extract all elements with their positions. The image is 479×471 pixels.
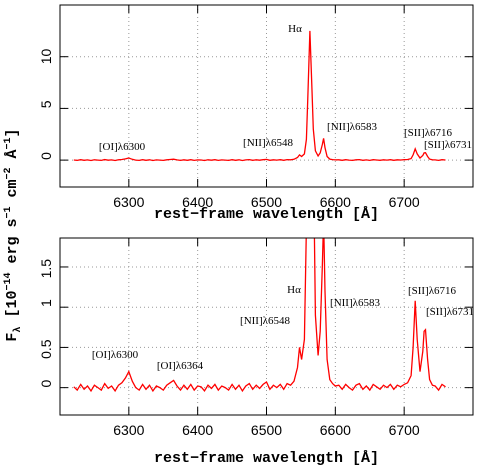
x-tick-label: 6700	[389, 194, 420, 210]
annotation: [NII]λ6548	[243, 137, 293, 149]
y-axis-label: Fλ [10−14 erg s−1 cm−2 Å−1]	[3, 128, 24, 341]
y-tick-label: 0.5	[38, 339, 54, 359]
y-label-part: F	[4, 333, 21, 342]
x-axis-label: rest−frame wavelength [Å]	[154, 206, 379, 223]
annotation: [NII]λ6583	[327, 121, 377, 133]
x-tick-label: 6400	[182, 422, 213, 438]
spectrum-line	[73, 30, 446, 162]
plot-frame	[59, 4, 474, 188]
y-tick-label: 1.5	[38, 259, 54, 279]
y-tick-label: 0	[38, 152, 54, 160]
y-label-part: −1	[3, 137, 14, 149]
y-label-part: cm	[4, 179, 21, 206]
y-label-part: −14	[3, 273, 14, 291]
plot-frame	[59, 237, 474, 416]
annotation: [OI]λ6364	[157, 360, 204, 372]
x-axis-label: rest−frame wavelength [Å]	[154, 450, 379, 467]
annotation: [SII]λ6731	[424, 139, 472, 151]
annotation: Hα	[288, 23, 302, 35]
annotation: [SII]λ6716	[404, 127, 453, 139]
y-tick-label: 1	[38, 299, 54, 307]
annotation: Hα	[287, 284, 301, 296]
annotation: [NII]λ6583	[330, 297, 380, 309]
y-label-part: −2	[3, 167, 14, 179]
y-label-part: [10	[4, 291, 21, 327]
annotation: [OI]λ6300	[99, 141, 146, 153]
y-tick-label: 5	[38, 100, 54, 108]
y-label-part: −1	[3, 206, 14, 218]
annotation: [SII]λ6716	[408, 285, 457, 297]
spectrum-line	[73, 238, 446, 393]
x-tick-label: 6300	[113, 422, 144, 438]
x-tick-label: 6300	[113, 194, 144, 210]
x-tick-label: 6700	[389, 422, 420, 438]
y-tick-label: 10	[38, 48, 54, 64]
y-label-part: ]	[4, 128, 21, 137]
y-label-part: Å	[4, 149, 21, 167]
y-label-part: λ	[12, 327, 24, 333]
annotation: [SII]λ6731	[426, 306, 474, 318]
y-label-part: erg s	[4, 219, 21, 273]
x-tick-label: 6500	[251, 422, 282, 438]
x-tick-label: 6600	[320, 194, 351, 210]
y-tick-label: 0	[38, 379, 54, 387]
annotation: [OI]λ6300	[92, 349, 139, 361]
x-tick-label: 6400	[182, 194, 213, 210]
annotation: [NII]λ6548	[240, 315, 290, 327]
x-tick-label: 6600	[320, 422, 351, 438]
x-tick-label: 6500	[251, 194, 282, 210]
